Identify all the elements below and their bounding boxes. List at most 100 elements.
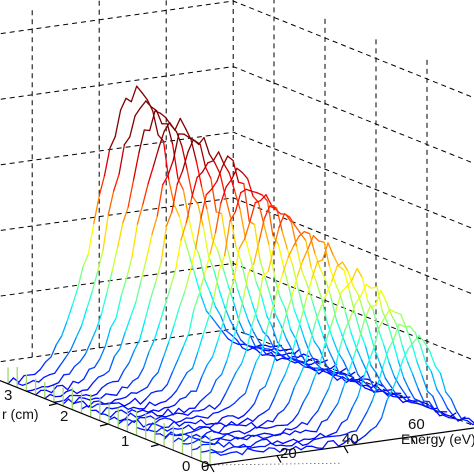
series-segment [384,377,392,387]
series-segment [281,230,289,251]
series-segment [302,247,309,262]
series-segment [253,223,261,261]
series-segment [327,440,334,443]
series-segment [286,248,294,267]
series-segment [70,336,77,351]
series-segment [356,267,364,279]
series-segment [395,393,403,397]
series-segment [173,203,181,218]
series-segment [134,397,142,405]
series-segment [141,428,148,432]
series-segment [174,420,182,424]
series-segment [369,304,377,308]
series-segment [293,375,301,389]
series-segment [286,420,294,426]
series-segment [354,294,362,305]
series-segment [124,316,132,333]
series-segment [251,302,259,321]
series-segment [172,133,180,161]
series-segment [149,110,156,132]
series-segment [246,434,253,441]
series-segment [332,440,340,447]
series-segment [178,290,186,308]
series-segment [349,302,357,320]
series-segment [386,389,393,402]
series-segment [109,136,116,149]
series-segment [150,106,158,112]
series-segment [315,281,323,301]
series-segment [67,380,74,391]
series-segment [104,413,112,418]
series-segment [221,155,229,168]
series-segment [212,151,220,162]
series-segment [258,432,266,436]
series-segment [263,205,271,219]
series-segment [354,438,361,444]
series-segment [224,382,232,395]
series-segment [139,319,146,341]
series-segment [253,331,260,343]
series-segment [330,431,338,436]
y-tick-label-1: 1 [121,433,129,450]
series-line-3 [181,289,457,454]
series-segment [382,348,390,367]
series-segment [182,424,190,430]
series-segment [71,401,79,405]
series-segment [212,411,220,414]
series-segment [52,381,60,386]
series-segment [220,186,227,204]
r-tick-3 [48,402,58,407]
grid-line-z-3 [0,131,474,230]
series-segment [249,201,256,223]
series-segment [151,411,158,417]
series-segment [140,257,148,281]
series-segment [343,437,351,444]
series-segment [134,107,142,117]
series-segment [83,368,90,380]
tick-labels: 0 20 40 60 0 1 2 3 [4,387,425,474]
series-segment [301,421,308,426]
series-segment [292,264,299,290]
series-segment [213,269,220,299]
series-segment [348,371,355,380]
series-segment [214,161,221,175]
series-segment [410,401,417,404]
r-tick-0 [201,464,211,468]
series-segment [197,203,204,228]
series-segment [80,405,88,410]
series-segment [273,447,281,453]
series-segment [120,409,128,415]
series-segment [371,383,379,402]
series-segment [289,328,297,340]
series-segment [175,239,182,270]
series-segment [237,414,245,420]
series-segment [207,412,214,419]
series-segment [148,401,156,407]
series-segment [201,364,208,378]
series-segment [122,206,129,224]
series-segment [194,400,201,409]
series-segment [217,322,224,342]
series-segment [429,350,436,367]
series-segment [291,440,298,447]
series-segment [122,405,129,410]
series-segment [285,428,292,431]
series-segment [108,355,116,372]
series-segment [259,385,266,391]
series-segment [331,402,339,413]
series-segment [353,338,360,357]
series-segment [224,196,232,219]
series-segment [233,190,241,210]
x-tick-label-2: 40 [342,431,359,448]
series-segment [119,396,127,400]
series-segment [164,287,171,306]
series-segment [99,345,106,360]
series-segment [34,368,41,376]
series-segment [237,181,245,185]
series-segment [272,226,280,250]
series-segment [334,434,341,437]
series-segment [408,388,416,400]
series-segment [287,438,295,443]
series-segment [370,286,378,289]
